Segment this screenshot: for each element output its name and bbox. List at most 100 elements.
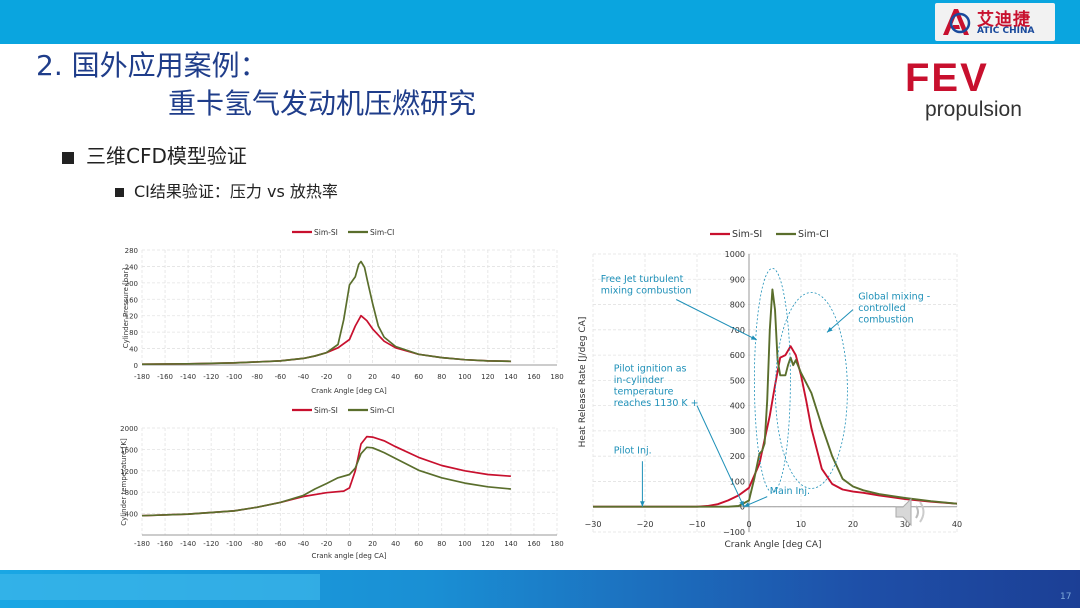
series-line-sim-ci [141, 446, 511, 517]
x-tick-label: -180 [134, 540, 150, 548]
temperature-chart: -180 -160 -140 -120 -100 -80 -60 -40 -20 0 20 40 60 8… [120, 406, 564, 560]
y-tick-label: 80 [129, 329, 138, 337]
fev-logo-sub: propulsion [925, 98, 1022, 121]
x-tick-label: -80 [252, 540, 263, 548]
y-tick-label: 500 [730, 376, 745, 385]
legend-label: Sim-CI [798, 229, 829, 240]
x-tick-label: -160 [157, 540, 173, 548]
x-tick-label: -40 [298, 540, 309, 548]
x-axis-title: Crank Angle [deg CA] [724, 540, 821, 550]
x-tick-label: 80 [437, 540, 446, 548]
x-tick-label: 20 [368, 373, 377, 381]
annotation-text: temperature [614, 387, 674, 398]
annotation-text: reaches 1130 K + [614, 398, 699, 409]
y-tick-label: 800 [730, 301, 745, 310]
legend-label: Sim-SI [314, 228, 338, 237]
x-tick-label: 80 [437, 373, 446, 381]
main-inj-arrow-head [743, 502, 750, 507]
y-tick-label: 900 [730, 275, 745, 284]
legend-label: Sim-SI [732, 229, 762, 240]
y-tick-label: 120 [125, 313, 138, 321]
x-tick-label: 40 [391, 373, 400, 381]
y-tick-label: 400 [730, 402, 745, 411]
x-tick-label: -140 [180, 540, 196, 548]
pilot-inj-arrow-head [640, 501, 645, 507]
x-tick-label: 140 [504, 373, 517, 381]
free-jet-arrow-head [750, 335, 757, 340]
bullet-level2: CI结果验证：压力 vs 放热率 [115, 178, 338, 202]
annotation-text: combustion [858, 314, 914, 325]
bullet-level1-text: 三维CFD模型验证 [86, 144, 247, 168]
x-tick-label: 40 [952, 520, 962, 529]
y-tick-label: 200 [730, 452, 745, 461]
series-line-sim-si [593, 345, 958, 508]
pilot-ignition-arrow [696, 405, 745, 507]
annotation-text: mixing combustion [601, 285, 692, 296]
x-axis-title: Crank Angle [deg CA] [311, 387, 387, 395]
y-tick-label: 280 [125, 247, 138, 255]
x-tick-label: 0 [347, 373, 351, 381]
x-tick-label: 100 [458, 540, 471, 548]
y-tick-label: 40 [129, 346, 138, 354]
x-tick-label: -60 [275, 373, 286, 381]
bullet-level1: 三维CFD模型验证 [62, 140, 247, 169]
annotation-text: Pilot ignition as [614, 364, 687, 375]
x-tick-label: 180 [550, 540, 563, 548]
x-tick-label: -100 [226, 540, 242, 548]
x-tick-label: -20 [321, 540, 332, 548]
annotation-text: Free Jet turbulent [601, 274, 684, 285]
x-tick-label: −30 [585, 520, 602, 529]
y-tick-label: 300 [730, 427, 745, 436]
x-axis-title: Crank angle [deg CA] [312, 552, 387, 560]
legend-label: Sim-CI [370, 228, 394, 237]
x-tick-label: 160 [527, 373, 540, 381]
y-axis-title: Heat Release Rate [J/deg CA] [578, 317, 588, 448]
fev-logo-word: FEV [905, 56, 989, 100]
x-tick-label: 60 [414, 373, 423, 381]
top-banner [0, 0, 1080, 44]
x-tick-label: 0 [347, 540, 351, 548]
y-tick-label: 160 [125, 296, 138, 304]
atic-logo: 艾迪捷 ATIC CHINA [935, 3, 1055, 41]
annotation-text: Pilot Inj. [614, 446, 652, 457]
logo-en-text: ATIC CHINA [977, 26, 1035, 36]
bullet-square-icon [62, 151, 74, 164]
y-tick-label: −100 [723, 528, 745, 537]
y-tick-label: 0 [740, 503, 745, 512]
logo-cn-text: 艾迪捷 [977, 10, 1031, 30]
x-tick-label: 100 [458, 373, 471, 381]
x-tick-label: −10 [689, 520, 706, 529]
y-tick-label: 600 [730, 351, 745, 360]
x-tick-label: 20 [368, 540, 377, 548]
fev-logo: FEV propulsion [903, 56, 1043, 126]
x-tick-label: -20 [321, 373, 332, 381]
x-tick-label: −20 [637, 520, 654, 529]
series-line-sim-ci [593, 288, 958, 508]
page-number: 17 [1060, 592, 1072, 602]
slide-title-line2: 重卡氢气发动机压燃研究 [168, 87, 477, 120]
pressure-chart: -180 -160 -140 -120 -100 -80 -60 -40 -20 0 20 40 60 8… [122, 228, 564, 395]
atic-logo-icon [943, 9, 971, 35]
y-tick-label: 200 [125, 280, 138, 288]
x-tick-label: -180 [134, 373, 150, 381]
global-mixing-ellipse [774, 292, 848, 489]
x-tick-label: -40 [298, 373, 309, 381]
free-jet-arrow [675, 299, 758, 341]
series-line-sim-ci [141, 260, 511, 366]
legend-label: Sim-CI [370, 406, 394, 415]
slide-title-line1: 2. 国外应用案例： [36, 49, 268, 82]
x-tick-label: 10 [796, 520, 806, 529]
global-mixing-arrow [826, 309, 854, 333]
x-tick-label: 40 [391, 540, 400, 548]
y-tick-label: 100 [730, 477, 745, 486]
x-tick-label: 20 [848, 520, 858, 529]
x-tick-label: 160 [527, 540, 540, 548]
x-tick-label: -100 [226, 373, 242, 381]
x-tick-label: 120 [481, 540, 494, 548]
x-tick-label: -120 [203, 373, 219, 381]
x-tick-label: 140 [504, 540, 517, 548]
x-tick-label: 120 [481, 373, 494, 381]
annotation-text: Global mixing - [858, 291, 930, 302]
x-tick-label: 30 [900, 520, 910, 529]
y-tick-label: 1200 [120, 468, 138, 476]
